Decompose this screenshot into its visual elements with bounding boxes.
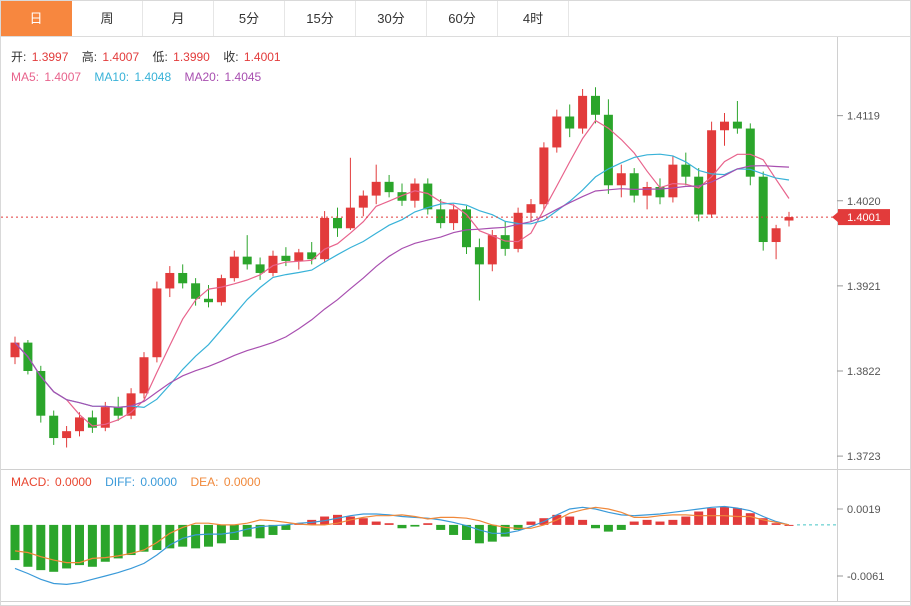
tab-30min[interactable]: 30分 (356, 1, 427, 36)
ma20-label: MA20: (184, 70, 220, 84)
dea-label: DEA: (190, 475, 219, 489)
tab-day[interactable]: 日 (1, 1, 72, 36)
low-label: 低: (152, 50, 168, 64)
high-label: 高: (81, 50, 98, 64)
ma5-line (14, 119, 790, 427)
open-label: 开: (11, 50, 27, 64)
dea-line (14, 506, 790, 564)
timeframe-tabbar: 日 周 月 5分 15分 30分 60分 4时 (1, 1, 910, 37)
diff-label: DIFF: (105, 475, 136, 489)
tab-5min[interactable]: 5分 (214, 1, 285, 36)
svg-text:1.4001: 1.4001 (847, 212, 881, 224)
macd-label: MACD: (11, 475, 50, 489)
svg-text:1.4020: 1.4020 (847, 196, 881, 208)
dea-value: 0.0000 (223, 475, 261, 489)
close-label: 收: (223, 50, 239, 64)
svg-text:1.3723: 1.3723 (847, 451, 881, 463)
macd-axis: 0.0019 -0.0061 (837, 504, 884, 583)
ma20-value: 1.4045 (224, 70, 262, 84)
high-value: 1.4007 (102, 50, 140, 64)
svg-text:1.3822: 1.3822 (847, 366, 881, 378)
chart-borders (1, 37, 910, 602)
tab-week[interactable]: 周 (72, 1, 143, 36)
ma10-line (14, 153, 790, 409)
tab-15min[interactable]: 15分 (285, 1, 356, 36)
svg-text:-0.0061: -0.0061 (847, 571, 884, 583)
ma5-value: 1.4007 (44, 70, 82, 84)
price-axis: 1.4119 1.4020 1.3921 1.3822 1.3723 (837, 111, 881, 463)
candles-group (10, 87, 794, 448)
tab-4hour[interactable]: 4时 (498, 1, 569, 36)
ma20-line (14, 165, 790, 409)
svg-text:0.0019: 0.0019 (847, 504, 881, 516)
ma10-label: MA10: (94, 70, 130, 84)
ma5-label: MA5: (11, 70, 40, 84)
low-value: 1.3990 (173, 50, 210, 64)
open-value: 1.3997 (31, 50, 69, 64)
diff-value: 0.0000 (140, 475, 178, 489)
ma-legend: MA5: 1.4007 MA10: 1.4048 MA20: 1.4045 (11, 70, 271, 84)
svg-text:1.4119: 1.4119 (847, 111, 880, 123)
macd-value: 0.0000 (55, 475, 92, 489)
tab-month[interactable]: 月 (143, 1, 214, 36)
close-value: 1.4001 (243, 50, 281, 64)
svg-text:1.3921: 1.3921 (847, 281, 881, 293)
current-price-tag: 1.4001 (832, 209, 890, 226)
tab-60min[interactable]: 60分 (427, 1, 498, 36)
diff-line (14, 505, 790, 586)
macd-legend: MACD: 0.0000 DIFF: 0.0000 DEA: 0.0000 (11, 475, 271, 489)
ohlc-legend: 开: 1.3997 高: 1.4007 低: 1.3990 收: 1.4001 (11, 48, 291, 65)
ma10-value: 1.4048 (134, 70, 172, 84)
